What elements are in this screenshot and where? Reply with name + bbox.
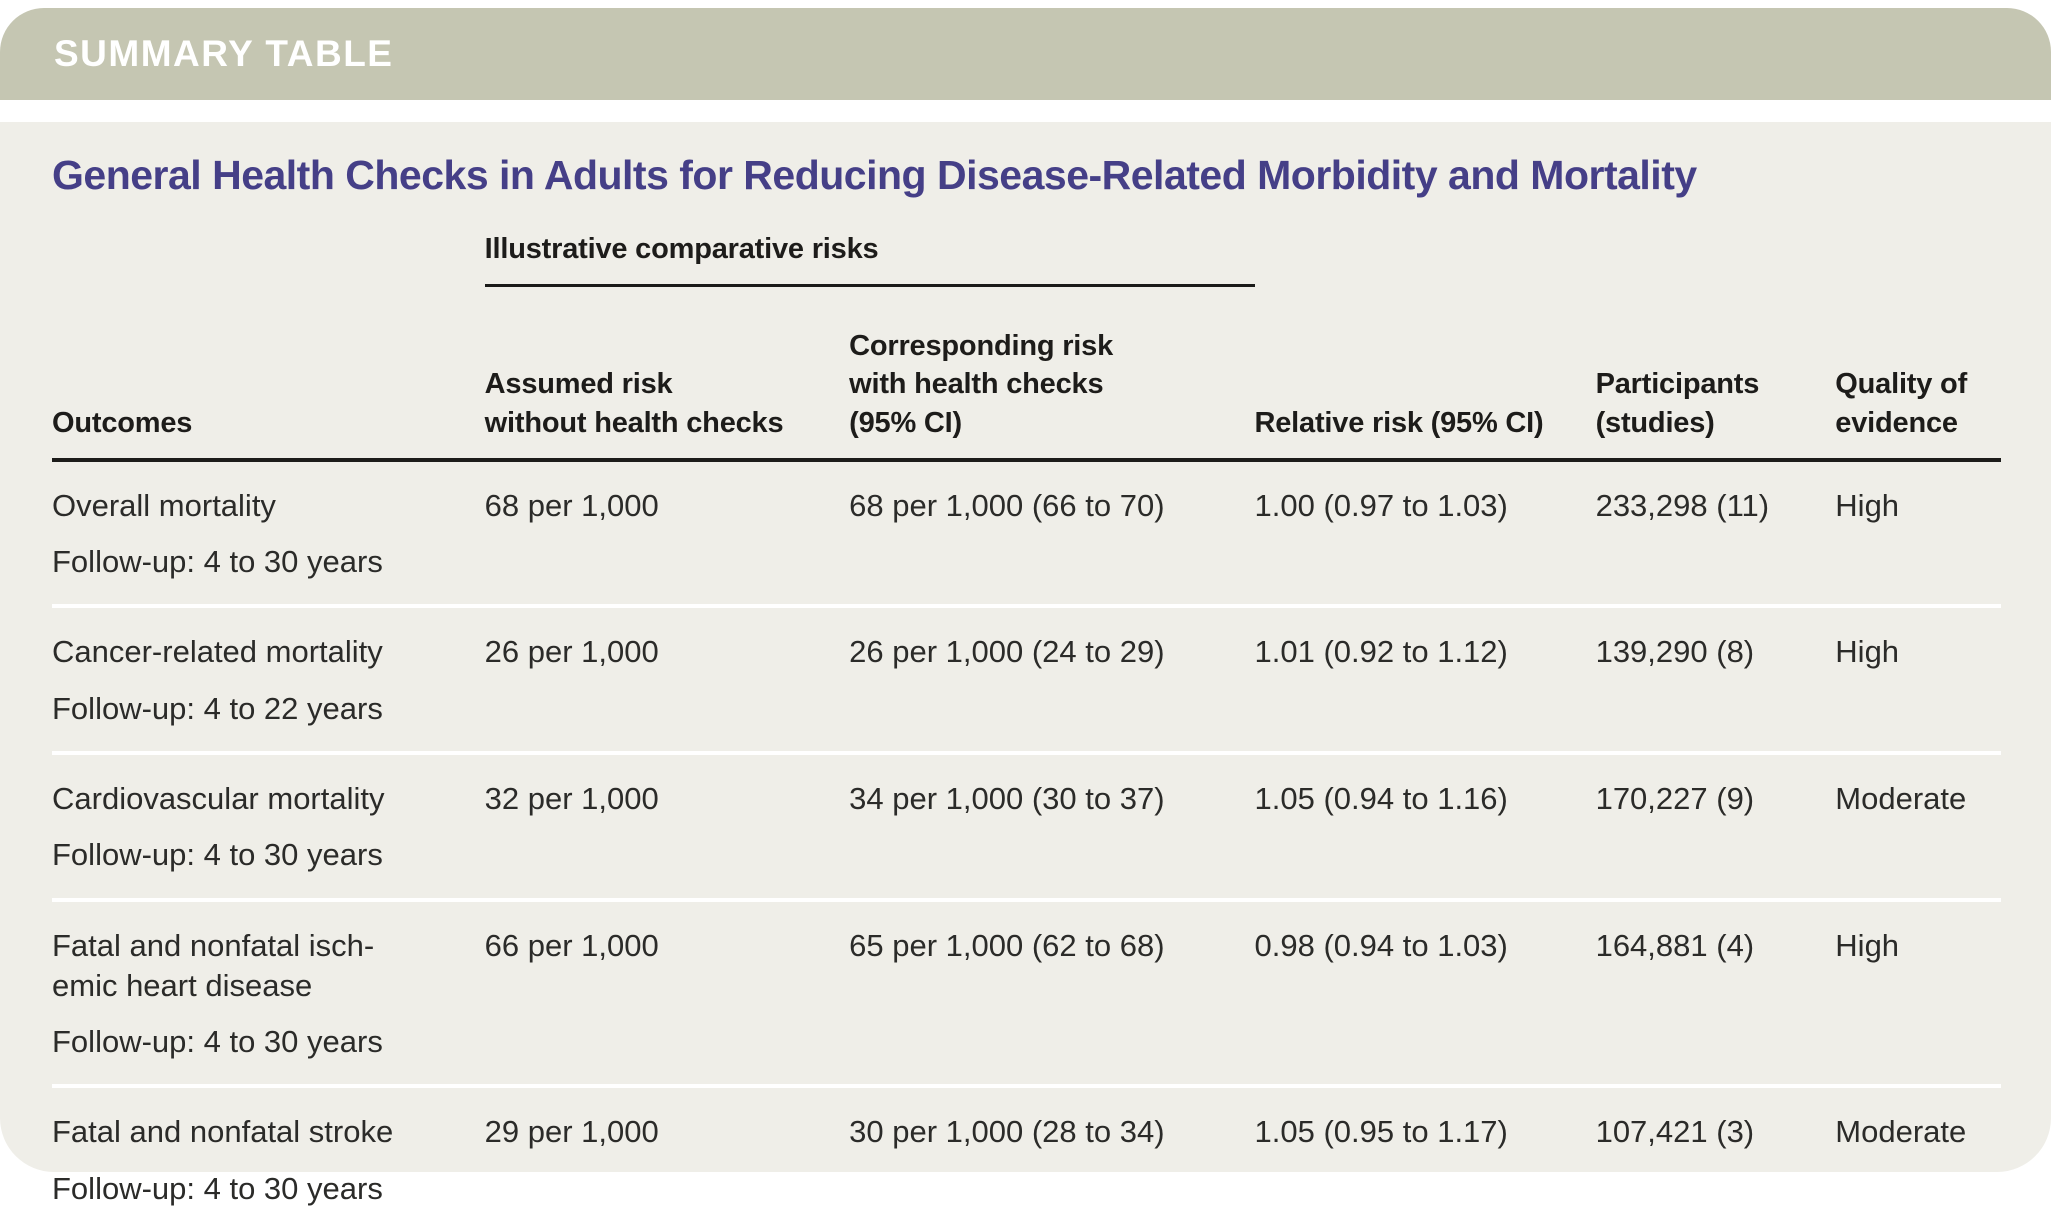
column-header-participants: Participants (studies) xyxy=(1595,285,1836,462)
relative-risk-cell: 1.05 (0.94 to 1.16) xyxy=(1254,752,1596,902)
quality-cell: High xyxy=(1835,606,2001,755)
corresponding-risk-cell: 34 per 1,000 (30 to 37) xyxy=(849,752,1255,902)
page: SUMMARY TABLE General Health Checks in A… xyxy=(0,8,2051,1206)
participants-cell: 164,881 (4) xyxy=(1595,899,1836,1089)
column-header-row: Outcomes Assumed risk without health che… xyxy=(52,285,2001,462)
corresponding-risk-cell: 65 per 1,000 (62 to 68) xyxy=(849,899,1255,1089)
outcome-cell: Cardiovascular mortality Follow-up: 4 to… xyxy=(52,752,485,902)
corresponding-risk-cell: 30 per 1,000 (28 to 34) xyxy=(849,1114,1165,1150)
outcome-followup: Follow-up: 4 to 30 years xyxy=(52,1024,383,1060)
outcome-cell: Cancer-related mortality Follow-up: 4 to… xyxy=(52,606,485,755)
assumed-risk-cell: 26 per 1,000 xyxy=(484,606,850,755)
quality-cell: Moderate xyxy=(1835,1114,1967,1150)
group-header-spacer xyxy=(1255,233,2001,286)
assumed-risk-cell: 29 per 1,000 xyxy=(484,1114,659,1150)
column-header-assumed-risk: Assumed risk without health checks xyxy=(484,285,850,462)
table-row: Overall mortality Follow-up: 4 to 30 yea… xyxy=(52,459,2001,609)
outcome-followup: Follow-up: 4 to 30 years xyxy=(52,1170,383,1206)
table-row: Cancer-related mortality Follow-up: 4 to… xyxy=(52,606,2001,755)
column-header-relative-risk: Relative risk (95% CI) xyxy=(1254,285,1596,462)
corresponding-risk-cell: 68 per 1,000 (66 to 70) xyxy=(849,459,1255,609)
content-panel: General Health Checks in Adults for Redu… xyxy=(0,122,2051,1206)
summary-table-banner: SUMMARY TABLE xyxy=(0,8,2051,100)
relative-risk-cell: 0.98 (0.94 to 1.03) xyxy=(1254,899,1596,1089)
group-header: Illustrative comparative risks xyxy=(484,233,1255,287)
group-header-row: Illustrative comparative risks xyxy=(52,233,2001,287)
corresponding-risk-cell: 26 per 1,000 (24 to 29) xyxy=(849,606,1255,755)
outcome-followup: Follow-up: 4 to 22 years xyxy=(52,690,383,726)
group-header-spacer xyxy=(52,233,485,286)
page-title: General Health Checks in Adults for Redu… xyxy=(52,152,1697,198)
outcome-cell: Fatal and nonfatal stroke Follow-up: 4 t… xyxy=(52,1086,485,1231)
relative-risk-cell: 1.01 (0.92 to 1.12) xyxy=(1254,606,1596,755)
outcome-followup: Follow-up: 4 to 30 years xyxy=(52,837,383,873)
outcome-name: Overall mortality xyxy=(52,487,276,523)
outcome-name: Cancer-related mortality xyxy=(52,634,383,670)
column-header-quality: Quality of evidence xyxy=(1835,285,2001,462)
quality-cell: Moderate xyxy=(1835,752,2001,902)
participants-cell: 233,298 (11) xyxy=(1595,459,1836,609)
participants-cell: 170,227 (9) xyxy=(1595,752,1836,902)
table-row: Fatal and nonfatal isch- emic heart dise… xyxy=(52,899,2001,1089)
summary-table: Illustrative comparative risks Outcomes … xyxy=(52,233,2001,1231)
assumed-risk-cell: 66 per 1,000 xyxy=(484,899,850,1089)
column-header-outcomes: Outcomes xyxy=(52,285,485,462)
participants-cell: 107,421 (3) xyxy=(1595,1114,1755,1150)
table-row: Cardiovascular mortality Follow-up: 4 to… xyxy=(52,752,2001,902)
outcome-cell: Fatal and nonfatal isch- emic heart dise… xyxy=(52,899,485,1089)
table-row: Fatal and nonfatal stroke Follow-up: 4 t… xyxy=(52,1086,2001,1231)
outcome-name: Cardiovascular mortality xyxy=(52,780,385,816)
assumed-risk-cell: 68 per 1,000 xyxy=(484,459,850,609)
outcome-cell: Overall mortality Follow-up: 4 to 30 yea… xyxy=(52,459,485,609)
relative-risk-cell: 1.00 (0.97 to 1.03) xyxy=(1254,459,1596,609)
outcome-name: Fatal and nonfatal isch- emic heart dise… xyxy=(52,927,375,1003)
quality-cell: High xyxy=(1835,459,2001,609)
column-header-corresponding-risk: Corresponding risk with health checks (9… xyxy=(849,285,1255,462)
quality-cell: High xyxy=(1835,899,2001,1089)
participants-cell: 139,290 (8) xyxy=(1595,606,1836,755)
outcome-followup: Follow-up: 4 to 30 years xyxy=(52,544,383,580)
assumed-risk-cell: 32 per 1,000 xyxy=(484,752,850,902)
relative-risk-cell: 1.05 (0.95 to 1.17) xyxy=(1254,1114,1508,1150)
outcome-name: Fatal and nonfatal stroke xyxy=(52,1114,394,1150)
banner-label: SUMMARY TABLE xyxy=(54,33,394,74)
